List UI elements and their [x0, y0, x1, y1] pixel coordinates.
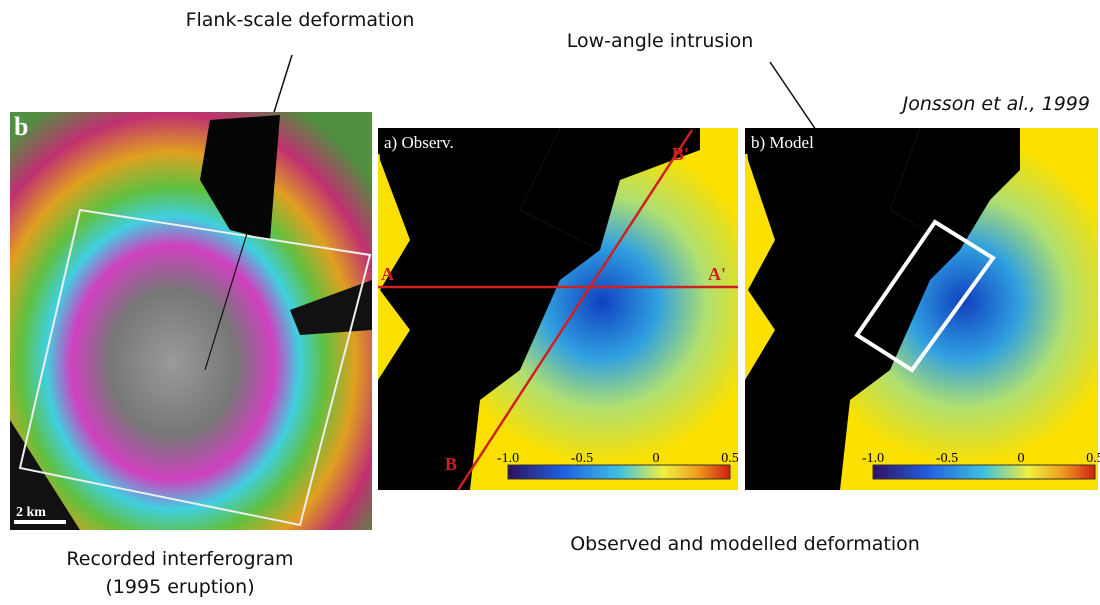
- observed-panel: a) Observ. A A' B B' -1.0 -0.5 0 0.5: [378, 128, 739, 491]
- panel-label: a) Observ.: [384, 133, 454, 152]
- profile-label: B': [672, 144, 689, 164]
- colorbar-label: -1.0: [862, 451, 884, 466]
- panel-label: b: [14, 112, 28, 141]
- panel-label: b) Model: [751, 133, 814, 152]
- colorbar-label: 0: [653, 451, 660, 466]
- citation: Jonsson et al., 1999: [899, 93, 1090, 115]
- annotation: Flank-scale deformation: [186, 9, 415, 31]
- caption: (1995 eruption): [105, 576, 254, 598]
- colorbar-label: -0.5: [571, 451, 593, 466]
- colorbar-label: 0.5: [721, 451, 739, 466]
- model-panel: b) Model -1.0 -0.5 0 0.5: [745, 128, 1100, 490]
- colorbar-label: 0.5: [1086, 451, 1100, 466]
- colorbar-label: -1.0: [497, 451, 519, 466]
- profile-label: A: [381, 264, 394, 284]
- scale-label: 2 km: [16, 505, 46, 520]
- interferogram: b 2 km: [10, 112, 372, 530]
- colorbar-label: -0.5: [936, 451, 958, 466]
- annotation: Low-angle intrusion: [567, 30, 754, 52]
- profile-label: B: [445, 454, 457, 474]
- profile-label: A': [708, 264, 726, 284]
- caption: Observed and modelled deformation: [570, 533, 920, 555]
- caption: Recorded interferogram: [66, 548, 293, 570]
- colorbar-label: 0: [1018, 451, 1025, 466]
